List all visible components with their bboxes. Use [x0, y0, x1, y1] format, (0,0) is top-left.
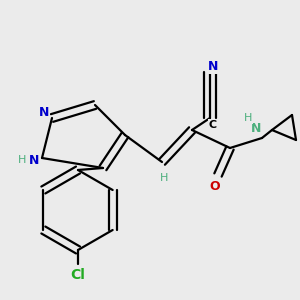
Text: C: C	[209, 120, 217, 130]
Text: H: H	[160, 173, 168, 183]
Text: N: N	[208, 61, 218, 74]
Text: N: N	[29, 154, 39, 167]
Text: H: H	[244, 113, 252, 123]
Text: N: N	[39, 106, 49, 119]
Text: Cl: Cl	[70, 268, 86, 282]
Text: N: N	[251, 122, 261, 134]
Text: O: O	[210, 181, 220, 194]
Text: H: H	[18, 155, 26, 165]
